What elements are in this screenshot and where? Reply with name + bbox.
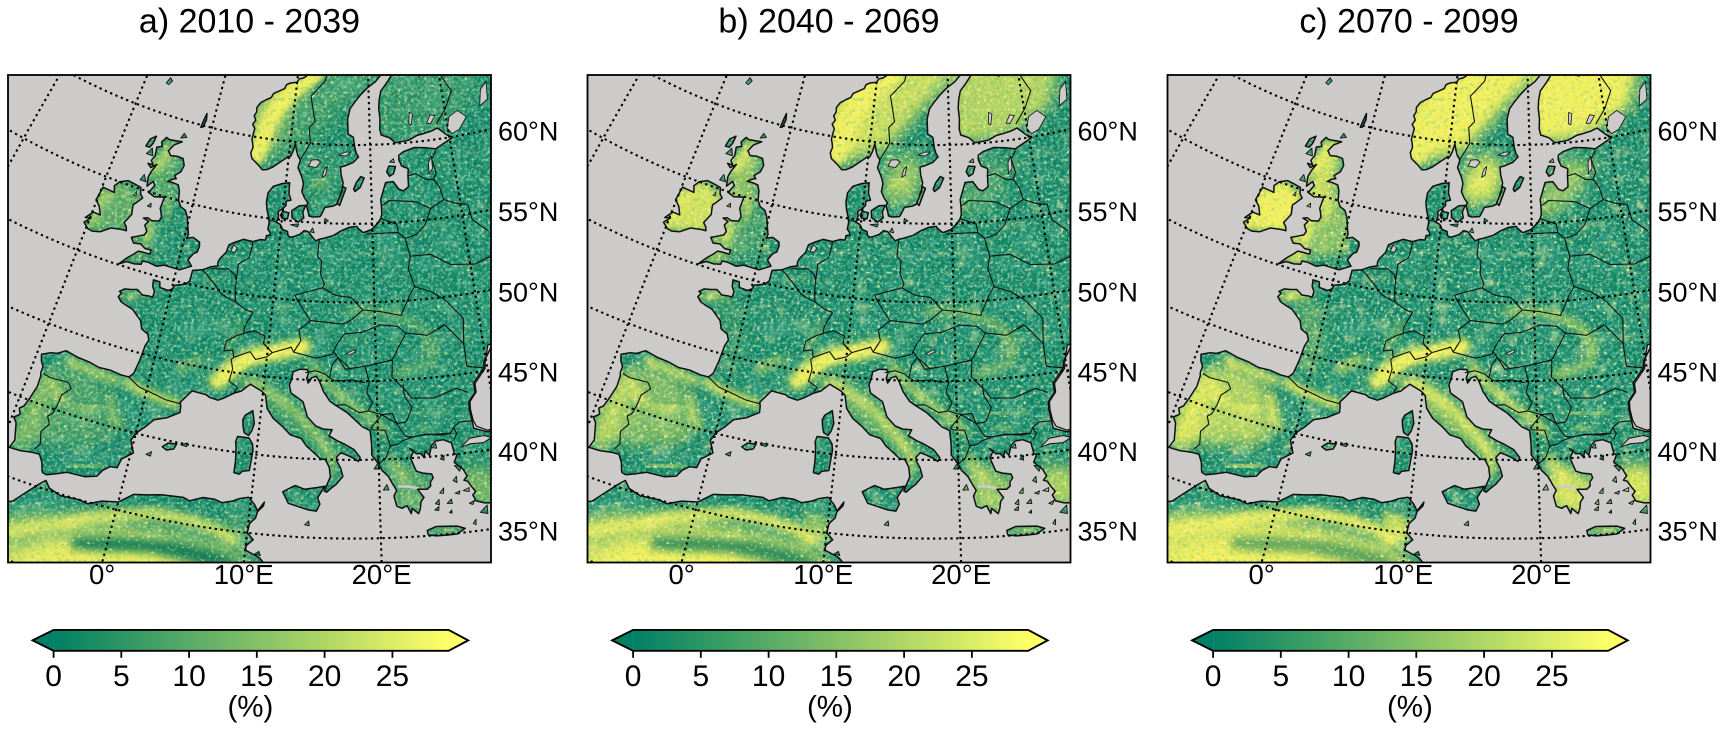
svg-text:20: 20 bbox=[887, 660, 920, 693]
svg-text:35°N: 35°N bbox=[1078, 517, 1138, 547]
svg-text:0: 0 bbox=[625, 660, 642, 693]
svg-text:0: 0 bbox=[45, 660, 62, 693]
svg-text:0°: 0° bbox=[1248, 559, 1274, 590]
svg-text:20: 20 bbox=[308, 660, 341, 693]
svg-text:(%): (%) bbox=[807, 691, 853, 724]
svg-text:25: 25 bbox=[376, 660, 409, 693]
svg-text:60°N: 60°N bbox=[1078, 117, 1138, 147]
svg-text:(%): (%) bbox=[1387, 691, 1433, 724]
svg-text:50°N: 50°N bbox=[498, 277, 558, 307]
svg-text:40°N: 40°N bbox=[498, 437, 558, 467]
svg-text:0°: 0° bbox=[89, 559, 115, 590]
svg-text:55°N: 55°N bbox=[1658, 197, 1718, 227]
svg-text:0: 0 bbox=[1205, 660, 1222, 693]
svg-text:55°N: 55°N bbox=[1078, 197, 1138, 227]
svg-text:(%): (%) bbox=[227, 691, 273, 724]
svg-text:b) 2040 - 2069: b) 2040 - 2069 bbox=[718, 2, 939, 40]
svg-text:5: 5 bbox=[692, 660, 709, 693]
svg-text:5: 5 bbox=[113, 660, 130, 693]
svg-text:20°E: 20°E bbox=[1511, 559, 1571, 590]
svg-text:55°N: 55°N bbox=[498, 197, 558, 227]
svg-text:10: 10 bbox=[1332, 660, 1365, 693]
svg-text:40°N: 40°N bbox=[1078, 437, 1138, 467]
svg-text:10: 10 bbox=[752, 660, 785, 693]
svg-text:50°N: 50°N bbox=[1658, 277, 1718, 307]
svg-text:10: 10 bbox=[172, 660, 205, 693]
svg-text:5: 5 bbox=[1272, 660, 1289, 693]
svg-text:25: 25 bbox=[1535, 660, 1568, 693]
svg-text:15: 15 bbox=[1400, 660, 1433, 693]
svg-text:45°N: 45°N bbox=[1078, 357, 1138, 387]
svg-text:50°N: 50°N bbox=[1078, 277, 1138, 307]
svg-text:35°N: 35°N bbox=[1658, 517, 1718, 547]
svg-text:10°E: 10°E bbox=[793, 559, 853, 590]
svg-text:10°E: 10°E bbox=[1373, 559, 1433, 590]
svg-text:25: 25 bbox=[955, 660, 988, 693]
svg-text:20: 20 bbox=[1467, 660, 1500, 693]
svg-text:0°: 0° bbox=[668, 559, 694, 590]
svg-text:20°E: 20°E bbox=[931, 559, 991, 590]
svg-text:15: 15 bbox=[820, 660, 853, 693]
svg-text:45°N: 45°N bbox=[498, 357, 558, 387]
svg-text:35°N: 35°N bbox=[498, 517, 558, 547]
svg-text:60°N: 60°N bbox=[498, 117, 558, 147]
svg-text:20°E: 20°E bbox=[352, 559, 412, 590]
svg-text:60°N: 60°N bbox=[1658, 117, 1718, 147]
svg-text:10°E: 10°E bbox=[214, 559, 274, 590]
svg-text:45°N: 45°N bbox=[1658, 357, 1718, 387]
svg-text:15: 15 bbox=[240, 660, 273, 693]
svg-text:40°N: 40°N bbox=[1658, 437, 1718, 467]
svg-text:a) 2010 - 2039: a) 2010 - 2039 bbox=[139, 2, 360, 40]
svg-text:c) 2070 - 2099: c) 2070 - 2099 bbox=[1299, 2, 1518, 40]
